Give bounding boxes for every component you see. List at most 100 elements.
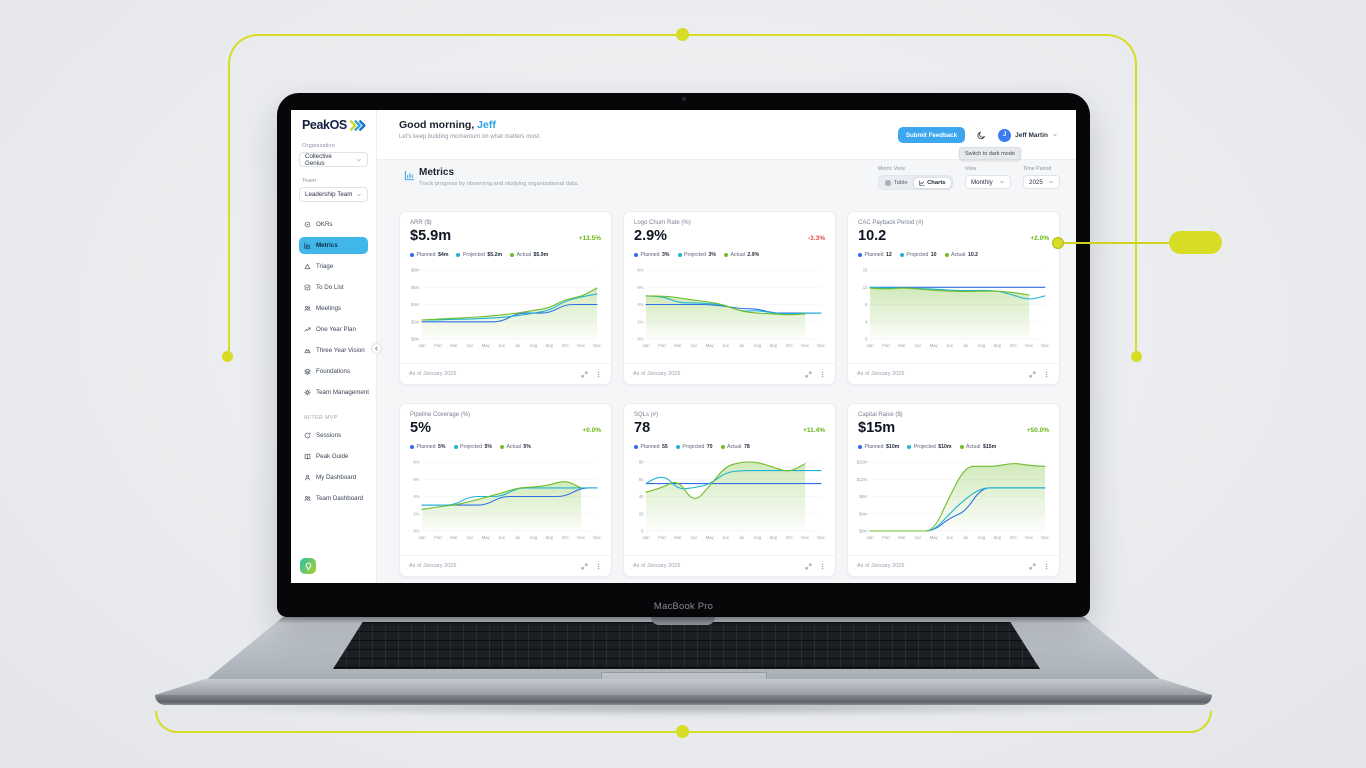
metric-card-footer: As of January 2026	[848, 555, 1059, 576]
sidebar-item-my-dashboard[interactable]: My Dashboard	[299, 469, 368, 486]
sidebar-item-team-dashboard[interactable]: Team Dashboard	[299, 490, 368, 507]
legend-dot	[723, 253, 728, 257]
legend-dot	[899, 253, 904, 257]
metric-chart: 8% 6% 4% 2% 0%Jan Feb Mar Apr May Jun Jul Aug Sep Oct…	[637, 268, 825, 348]
svg-text:Nov: Nov	[1025, 343, 1033, 348]
metric-card: Logo Churn Rate (%) 2.9% -3.3% Planned 3…	[623, 211, 836, 385]
kebab-menu-icon[interactable]	[1043, 371, 1050, 378]
view-group: View Monthly	[965, 166, 1011, 190]
svg-text:$0m: $0m	[859, 529, 868, 534]
svg-text:Aug: Aug	[530, 535, 538, 540]
legend-item: Projected 3%	[677, 252, 716, 258]
metric-delta: +13.5%	[578, 235, 601, 242]
team-select[interactable]: Leadership Team	[299, 187, 368, 202]
kebab-menu-icon[interactable]	[595, 563, 602, 570]
svg-text:Nov: Nov	[801, 343, 809, 348]
svg-text:Mar: Mar	[450, 535, 458, 540]
sidebar-item-team-management[interactable]: Team Management	[299, 384, 369, 401]
logo-text: PeakOS	[302, 118, 347, 132]
expand-icon[interactable]	[805, 563, 812, 570]
svg-text:Nov: Nov	[801, 535, 809, 540]
time-period-value: 2025	[1029, 178, 1043, 186]
svg-text:May: May	[706, 343, 715, 348]
sidebar-item-foundations[interactable]: Foundations	[299, 363, 368, 380]
sidebar-item-meetings[interactable]: Meetings	[299, 300, 368, 317]
expand-icon[interactable]	[581, 371, 588, 378]
submit-feedback-button[interactable]: Submit Feedback	[897, 127, 966, 143]
time-period-group: Time Period 2025	[1023, 166, 1060, 190]
svg-text:0%: 0%	[413, 529, 419, 534]
gear-icon	[304, 389, 311, 396]
metric-title: SQLs (#)	[634, 412, 659, 418]
target-icon	[304, 221, 311, 228]
metric-legend: Planned 3% Projected 3% Actual 2.9%	[634, 252, 759, 258]
metrics-section-icon	[404, 170, 415, 181]
keyboard	[333, 622, 1040, 669]
svg-text:Mar: Mar	[674, 535, 682, 540]
kebab-menu-icon[interactable]	[819, 371, 826, 378]
legend-dot	[634, 445, 638, 449]
user-menu[interactable]: J Jeff Martin	[998, 128, 1058, 142]
svg-text:Dec: Dec	[593, 343, 601, 348]
kebab-menu-icon[interactable]	[595, 371, 602, 378]
table-view-button[interactable]: Table	[880, 178, 912, 188]
svg-text:May: May	[482, 535, 491, 540]
sidebar-item-metrics[interactable]: Metrics	[299, 237, 368, 254]
view-select[interactable]: Monthly	[965, 175, 1011, 189]
svg-text:12: 12	[863, 285, 868, 290]
legend-item: Planned $10m	[858, 444, 899, 450]
expand-icon[interactable]	[581, 563, 588, 570]
sidebar-item-three-year-vision[interactable]: Three Year Vision	[299, 342, 368, 359]
expand-icon[interactable]	[805, 371, 812, 378]
expand-icon[interactable]	[1029, 371, 1036, 378]
help-lightbulb-button[interactable]	[300, 558, 316, 574]
legend-item: Actual 10.2	[944, 252, 978, 258]
decor-dot-bottom	[676, 725, 689, 738]
svg-text:80: 80	[639, 460, 644, 465]
sidebar-item-peak-guide[interactable]: Peak Guide	[299, 448, 368, 465]
svg-text:Apr: Apr	[914, 535, 921, 540]
kebab-menu-icon[interactable]	[819, 563, 826, 570]
svg-text:Feb: Feb	[658, 535, 666, 540]
svg-text:Feb: Feb	[434, 343, 442, 348]
organization-select[interactable]: Collective Genius	[299, 152, 368, 167]
svg-text:Aug: Aug	[978, 535, 986, 540]
team-value: Leadership Team	[305, 191, 353, 198]
legend-item: Actual 5%	[499, 444, 531, 450]
legend-dot	[634, 253, 638, 257]
svg-text:Sep: Sep	[545, 535, 553, 540]
legend-item: Actual 78	[720, 444, 750, 450]
legend-dot	[453, 445, 458, 449]
svg-text:$0m: $0m	[411, 337, 420, 342]
metric-delta: +0.0%	[582, 427, 601, 434]
svg-text:Jan: Jan	[867, 343, 875, 348]
legend-dot	[410, 253, 414, 257]
time-period-select[interactable]: 2025	[1023, 175, 1060, 189]
section-subtitle: Track progress by observing and studying…	[419, 181, 579, 187]
legend-item: Planned 5%	[410, 444, 446, 450]
metric-delta: +50.0%	[1026, 427, 1049, 434]
sidebar-collapse-button[interactable]	[371, 343, 382, 354]
person-icon	[304, 474, 311, 481]
expand-icon[interactable]	[1029, 563, 1036, 570]
dark-mode-toggle[interactable]	[977, 131, 986, 140]
svg-text:6%: 6%	[637, 285, 643, 290]
sidebar-item-okrs[interactable]: OKRs	[299, 216, 368, 233]
sidebar-item-one-year-plan[interactable]: One Year Plan	[299, 321, 368, 338]
svg-text:8%: 8%	[637, 268, 643, 273]
sidebar: PeakOS Organization Collective Genius Te…	[291, 110, 377, 583]
metric-cards-grid: ARR ($) $5.9m +13.5% Planned $4m Projecte…	[399, 211, 1060, 577]
kebab-menu-icon[interactable]	[1043, 563, 1050, 570]
decor-connector-pill	[1169, 231, 1222, 254]
charts-view-button[interactable]: Charts	[913, 177, 951, 188]
svg-text:4%: 4%	[637, 302, 643, 307]
svg-text:$4m: $4m	[411, 302, 420, 307]
svg-text:Jun: Jun	[946, 535, 954, 540]
sidebar-item-triage[interactable]: Triage	[299, 258, 368, 275]
sidebar-item-sessions[interactable]: Sessions	[299, 427, 368, 444]
svg-text:Jun: Jun	[946, 343, 954, 348]
svg-text:$4m: $4m	[859, 511, 868, 516]
section-title: Metrics	[419, 167, 455, 178]
sidebar-item-todo-list[interactable]: To Do List	[299, 279, 368, 296]
legend-dot	[959, 445, 964, 449]
